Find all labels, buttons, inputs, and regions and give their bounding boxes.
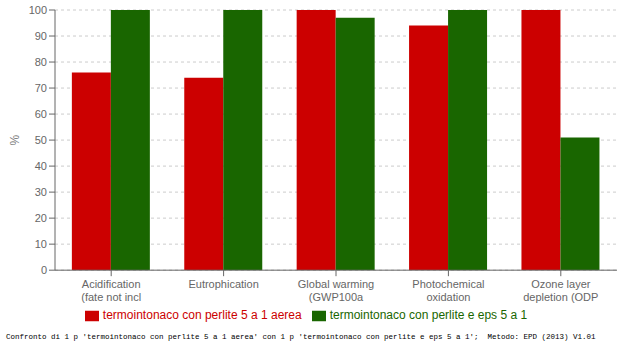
svg-text:Eutrophication: Eutrophication [188, 278, 258, 290]
svg-text:Ozone layerdepletion (ODP: Ozone layerdepletion (ODP [523, 278, 598, 303]
svg-text:80: 80 [35, 56, 47, 68]
svg-text:%: % [8, 134, 22, 145]
html-text:termointonaco con perlite 5 a: termointonaco con perlite 5 a 1 aerea [102, 308, 302, 323]
svg-text:30: 30 [35, 186, 47, 198]
svg-text:70: 70 [35, 82, 47, 94]
svg-text:Acidification(fate not incl: Acidification(fate not incl [81, 278, 141, 303]
svg-text:60: 60 [35, 108, 47, 120]
html-text:termointonaco con perlite e ep: termointonaco con perlite e eps 5 a 1 [329, 308, 528, 323]
svg-text:90: 90 [35, 30, 47, 42]
svg-text:100: 100 [29, 4, 47, 16]
html-text:Confronto di 1 p 'termointonac: Confronto di 1 p 'termointonaco con perl… [6, 333, 596, 341]
svg-text:0: 0 [41, 264, 47, 276]
svg-text:50: 50 [35, 134, 47, 146]
svg-text:Global warming(GWP100a: Global warming(GWP100a [298, 278, 374, 303]
svg-text:20: 20 [35, 212, 47, 224]
svg-text:10: 10 [35, 238, 47, 250]
svg-text:40: 40 [35, 160, 47, 172]
svg-text:Photochemicaloxidation: Photochemicaloxidation [412, 278, 484, 303]
